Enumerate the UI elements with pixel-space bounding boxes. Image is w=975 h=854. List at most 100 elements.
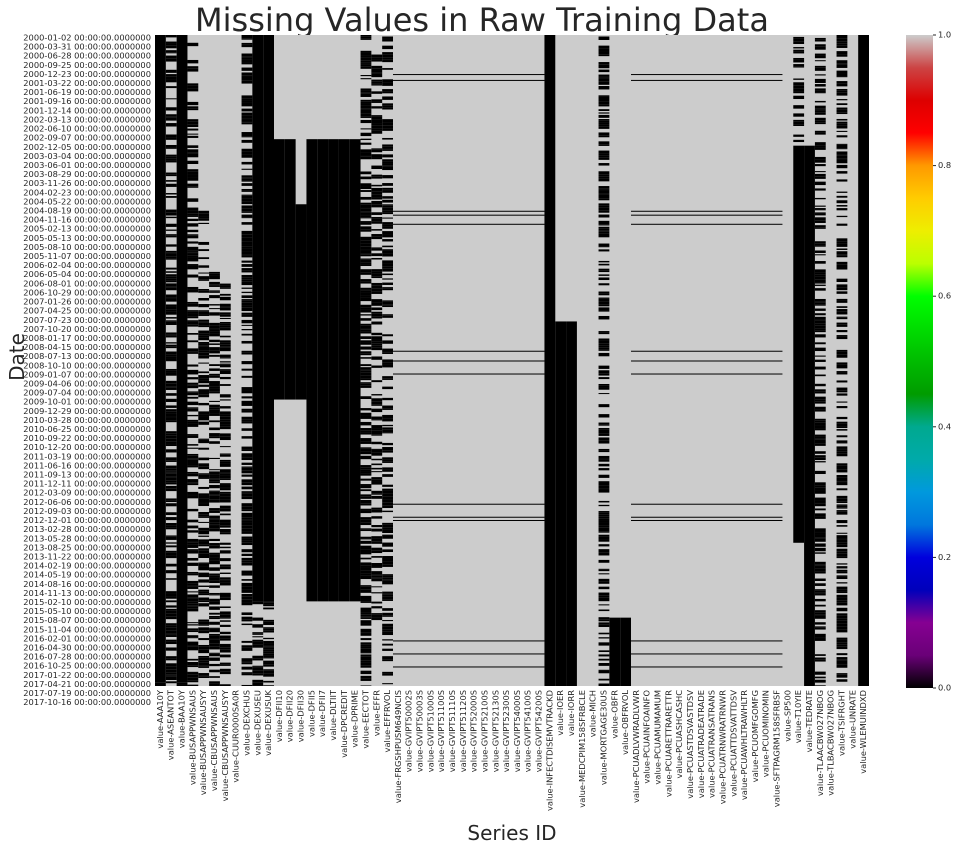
missing-stripe-col-4-85 (198, 585, 210, 587)
missing-stripe-col-41-49 (598, 207, 610, 211)
missing-stripe-col-61-36 (814, 181, 826, 186)
missing-stripe-col-20-123 (371, 614, 383, 618)
missing-stripe-col-20-2 (371, 59, 383, 62)
missing-stripe-col-6-19 (219, 344, 231, 347)
missing-stripe-col-63-21 (836, 109, 848, 113)
missing-stripe-col-1-87 (165, 413, 177, 417)
missing-stripe-col-8-8 (241, 62, 253, 65)
missing-stripe-col-41-75 (598, 307, 610, 311)
missing-stripe-col-1-46 (165, 267, 177, 270)
missing-stripe-col-3-29 (187, 207, 199, 211)
missing-stripe-col-41-98 (598, 422, 610, 425)
missing-stripe-col-4-106 (198, 666, 210, 668)
missing-stripe-col-21-9 (382, 79, 393, 83)
missing-stripe-col-20-61 (371, 311, 383, 314)
missing-stripe-col-61-87 (814, 401, 826, 404)
missing-stripe-col-20-5 (371, 70, 383, 73)
missing-stripe-col-5-51 (209, 490, 220, 492)
missing-stripe-col-21-40 (382, 205, 393, 208)
missing-stripe-col-19-169 (360, 642, 372, 645)
y-tick-label: 2012-03-09 00:00:00.0000000 (23, 488, 151, 498)
x-tick-label: value-IORR (566, 690, 576, 736)
x-tick-label: value-AAA10Y (155, 689, 165, 749)
missing-stripe-col-20-76 (371, 398, 383, 402)
missing-stripe-col-3-64 (187, 351, 199, 353)
missing-stripe-col-1-39 (165, 235, 177, 238)
x-tick-label: value-GVIPT54000S (512, 690, 522, 772)
missing-stripe-col-63-9 (836, 64, 848, 68)
missing-stripe-col-63-108 (836, 498, 848, 502)
missing-stripe-col-4-21 (198, 321, 210, 323)
missing-stripe-col-20-48 (371, 257, 383, 260)
y-tick-label: 2000-09-25 00:00:00.0000000 (23, 60, 151, 70)
missing-stripe-col-10-0 (263, 601, 274, 603)
missing-stripe-col-19-38 (360, 186, 372, 190)
missing-stripe-col-1-94 (165, 438, 177, 442)
missing-stripe-col-3-144 (187, 680, 199, 683)
missing-stripe-col-3-45 (187, 257, 199, 260)
missing-stripe-col-20-3 (371, 65, 383, 69)
missing-stripe-col-8-79 (241, 314, 253, 317)
missing-stripe-col-63-134 (836, 586, 848, 590)
missing-stripe-col-61-73 (814, 328, 826, 331)
missing-stripe-col-1-110 (165, 482, 177, 485)
missing-stripe-col-1-4 (165, 50, 177, 53)
missing-stripe-col-41-155 (598, 650, 610, 653)
missing-stripe-col-5-78 (209, 592, 220, 595)
missing-stripe-col-21-70 (382, 315, 393, 318)
missing-stripe-col-41-21 (598, 114, 610, 118)
missing-stripe-col-3-61 (187, 333, 199, 335)
missing-stripe-col-41-148 (598, 617, 610, 620)
missing-stripe-col-63-73 (836, 349, 848, 352)
missing-stripe-col-3-22 (187, 169, 199, 172)
missing-stripe-col-41-87 (598, 365, 610, 369)
missing-stripe-col-19-152 (360, 586, 372, 590)
missing-stripe-col-19-105 (360, 408, 372, 411)
missing-stripe-col-1-136 (165, 608, 177, 611)
missing-stripe-col-61-53 (814, 261, 826, 264)
missing-stripe-col-3-42 (187, 252, 199, 254)
missing-stripe-col-3-94 (187, 473, 199, 477)
missing-stripe-col-63-111 (836, 505, 848, 508)
missing-stripe-col-1-97 (165, 444, 177, 447)
missing-stripe-col-61-18 (814, 108, 826, 110)
missing-stripe-col-63-78 (836, 371, 848, 373)
missing-stripe-col-21-87 (382, 414, 393, 419)
y-tick-label: 2017-07-19 00:00:00.0000000 (23, 688, 151, 698)
missing-stripe-col-61-5 (814, 55, 826, 59)
missing-stripe-col-63-88 (836, 423, 848, 427)
missing-stripe-col-8-7 (241, 59, 253, 63)
missing-stripe-col-4-2 (198, 216, 210, 219)
missing-stripe-col-20-1 (371, 57, 383, 60)
missing-stripe-col-63-52 (836, 254, 848, 256)
missing-stripe-col-6-56 (219, 485, 231, 488)
missing-stripe-col-3-73 (187, 391, 199, 393)
missing-stripe-col-3-14 (187, 133, 199, 135)
missing-stripe-col-41-77 (598, 315, 610, 320)
missing-stripe-col-19-133 (360, 517, 372, 520)
missing-stripe-col-8-35 (241, 177, 253, 179)
missing-stripe-col-63-96 (836, 449, 848, 452)
missing-stripe-col-61-139 (814, 610, 826, 613)
missing-stripe-col-3-24 (187, 174, 199, 178)
y-tick-label: 2002-03-13 00:00:00.0000000 (23, 114, 151, 124)
missing-stripe-col-19-101 (360, 382, 372, 384)
missing-stripe-col-10-11 (263, 643, 274, 646)
missing-stripe-col-8-109 (241, 467, 253, 471)
missing-stripe-col-63-106 (836, 488, 848, 491)
y-tick-label: 2006-08-01 00:00:00.0000000 (23, 278, 151, 288)
missing-stripe-col-4-77 (198, 553, 210, 556)
missing-stripe-col-41-3 (598, 51, 610, 55)
missing-stripe-col-21-133 (382, 599, 393, 601)
missing-stripe-col-21-89 (382, 424, 393, 427)
missing-stripe-col-6-77 (219, 572, 231, 574)
missing-stripe-col-8-30 (241, 151, 253, 155)
missing-stripe-col-19-9 (360, 63, 372, 65)
missing-stripe-col-21-56 (382, 260, 393, 264)
x-tick-label: value-EFFR (371, 690, 381, 736)
missing-stripe-col-61-83 (814, 389, 826, 392)
missing-stripe-col-6-48 (219, 463, 231, 467)
missing-stripe-col-9-12 (252, 666, 264, 668)
y-tick-label: 2008-07-13 00:00:00.0000000 (23, 351, 151, 361)
missing-stripe-col-41-27 (598, 132, 610, 136)
